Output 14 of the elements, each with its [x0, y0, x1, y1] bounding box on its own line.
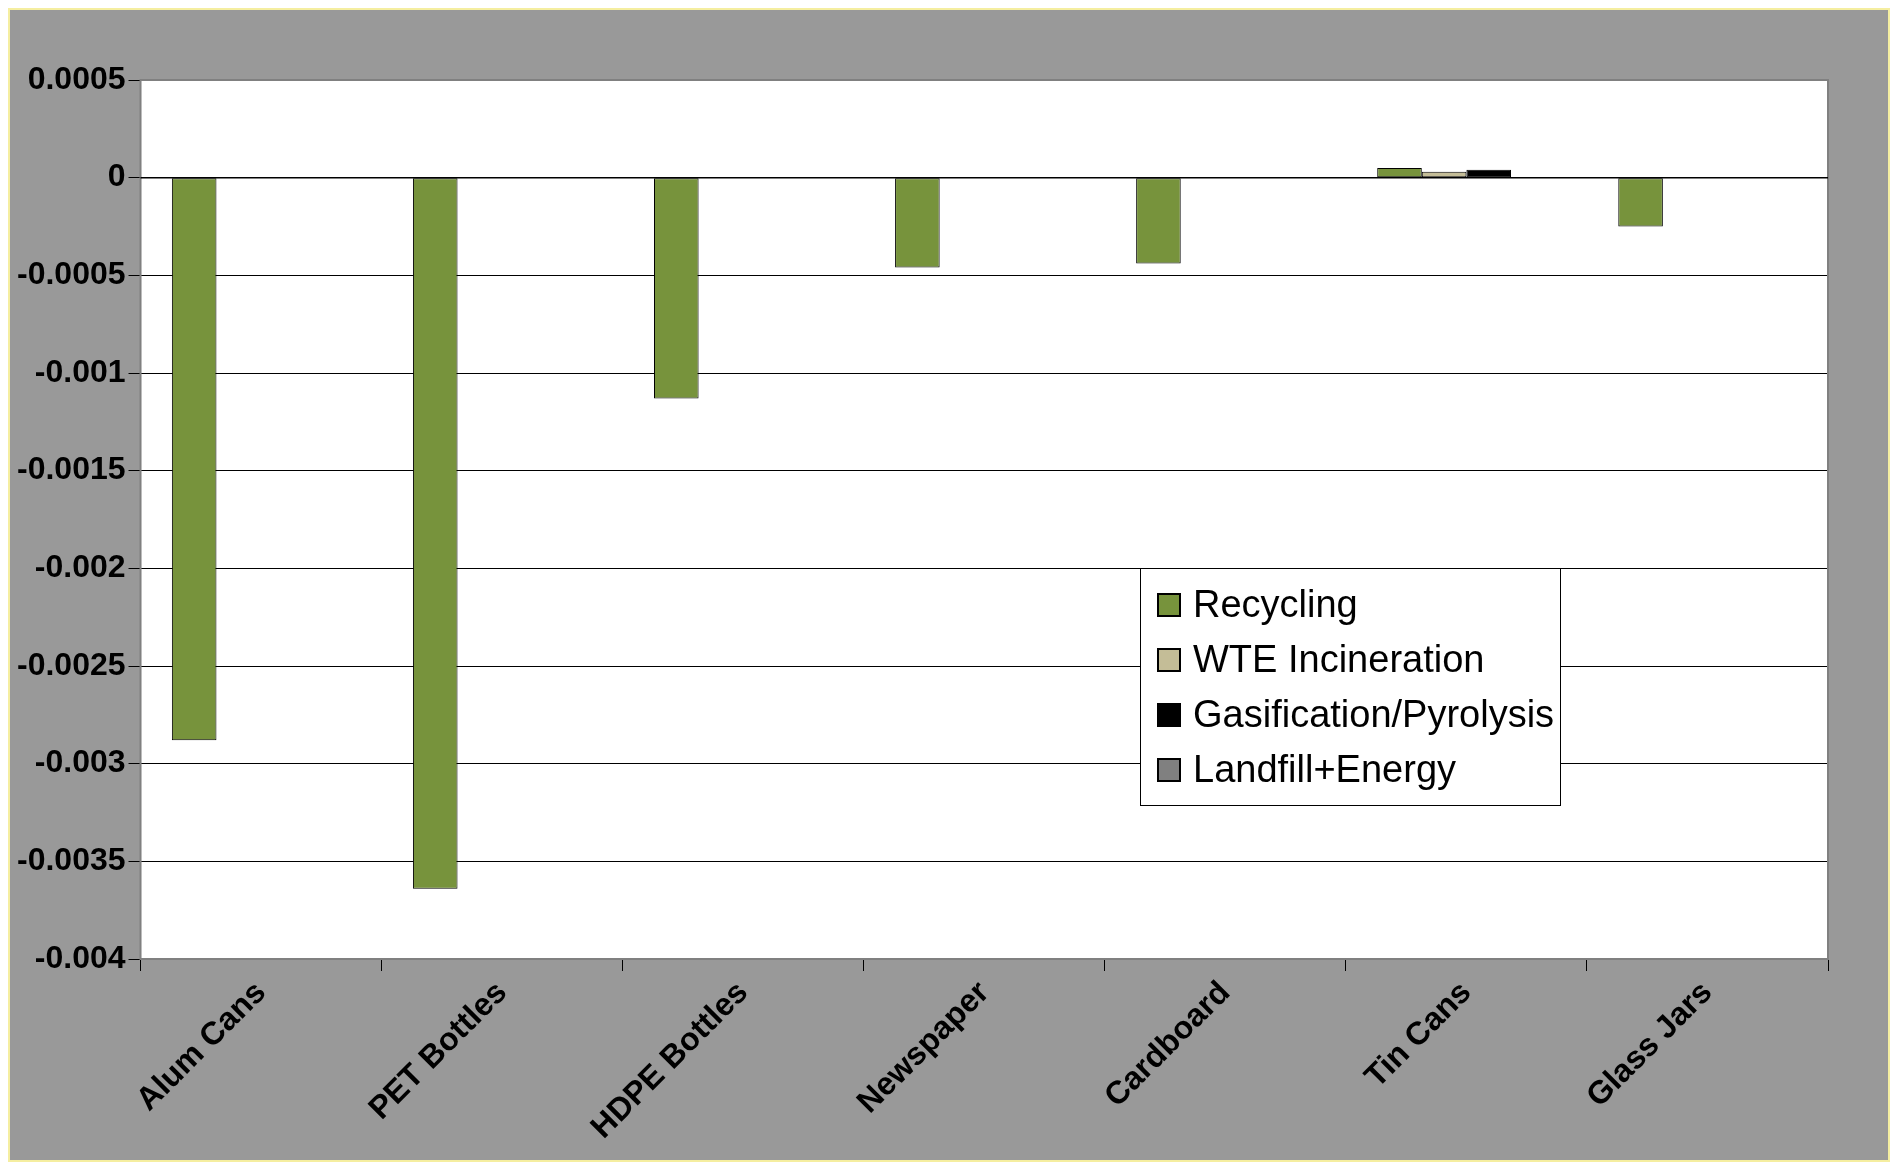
y-tick-label: -0.0005	[17, 255, 126, 292]
legend-label: Recycling	[1193, 583, 1358, 626]
y-tick-label: -0.0035	[17, 841, 126, 878]
y-tick-label: 0	[107, 157, 126, 194]
legend-label: Landfill+Energy	[1193, 748, 1457, 791]
y-tick-label: 0.0005	[27, 59, 126, 96]
legend-label: WTE Incineration	[1193, 638, 1485, 681]
y-tick-label: -0.001	[34, 352, 126, 389]
y-tick-label: -0.002	[34, 548, 126, 585]
y-tick-label: -0.0025	[17, 645, 126, 682]
y-tick-label: -0.0015	[17, 450, 126, 487]
y-tick-label: -0.003	[34, 743, 126, 780]
y-tick-label: -0.004	[34, 938, 126, 975]
legend-label: Gasification/Pyrolysis	[1193, 693, 1555, 736]
